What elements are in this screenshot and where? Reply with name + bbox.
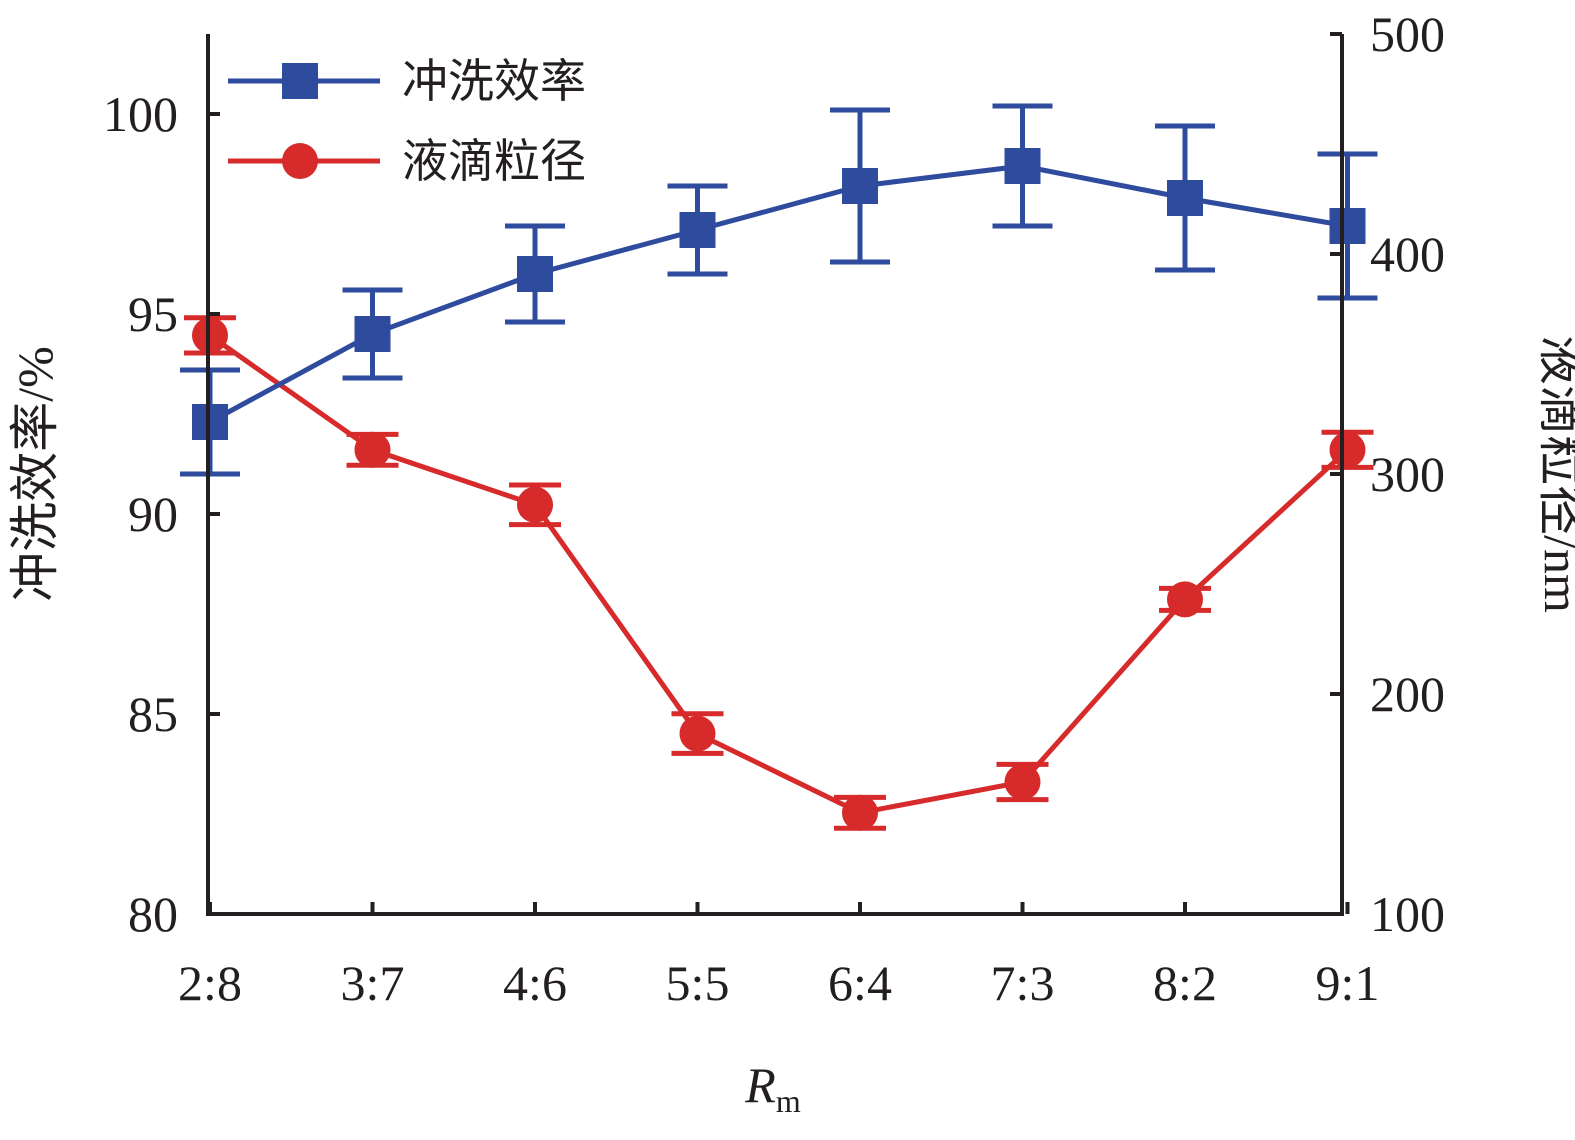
data-point-square [354,316,391,352]
data-point-square [679,212,716,248]
left-tick-label: 95 [128,286,178,342]
left-tick-label: 100 [103,86,178,142]
right-tick-label: 200 [1370,666,1445,722]
data-point-square [1167,180,1203,216]
x-axis-title-main: R [744,1057,776,1113]
series-line [208,163,1348,425]
data-point-circle [1004,764,1041,800]
data-point-circle [1167,581,1203,618]
right-axis-title: 液滴粒径/nm [1534,335,1575,613]
right-tick-label: 300 [1370,446,1445,502]
legend-label: 液滴粒径 [402,136,586,187]
right-tick-label: 500 [1370,6,1445,62]
left-tick-label: 80 [128,886,178,942]
data-point-square [1004,148,1041,184]
right-tick-label: 100 [1370,886,1445,942]
series-line [208,333,1350,816]
axes-layer: 80 85 90 95 100 100 200 300 400 500 2:8 3:7 4:6 5:5 6:… [7,6,1575,1119]
data-point-square [517,256,553,292]
x-axis-title-subscript: m [776,1083,801,1119]
data-point-circle [1329,431,1366,468]
x-tick-label: 8:2 [1153,955,1217,1011]
data-point-square [1329,208,1366,244]
x-tick-label: 6:4 [828,955,892,1011]
legend-item: 冲洗效率 [228,56,586,107]
legend-item: 液滴粒径 [228,136,586,187]
x-tick-label: 5:5 [666,955,730,1011]
left-tick-label: 85 [128,686,178,742]
data-point-square [842,168,878,204]
legend-marker-square [282,63,318,99]
data-point-circle [842,794,878,831]
left-tick-label: 90 [128,486,178,542]
left-axis-title: 冲洗效率/% [7,346,63,602]
right-tick-label: 400 [1370,226,1445,282]
series-droplet-size [184,315,1374,831]
x-axis-title: Rm [744,1057,801,1119]
data-point-circle [354,431,391,468]
x-tick-label: 3:7 [341,955,405,1011]
legend-marker-circle [282,143,318,179]
x-tick-label: 2:8 [178,955,242,1011]
data-point-circle [517,486,553,523]
series-layer [180,103,1378,831]
x-tick-label: 4:6 [503,955,567,1011]
x-tick-label: 7:3 [991,955,1055,1011]
legend-label: 冲洗效率 [402,56,586,107]
data-point-circle [679,715,716,752]
x-tick-label: 9:1 [1316,955,1380,1011]
series-flush-efficiency [180,103,1378,477]
